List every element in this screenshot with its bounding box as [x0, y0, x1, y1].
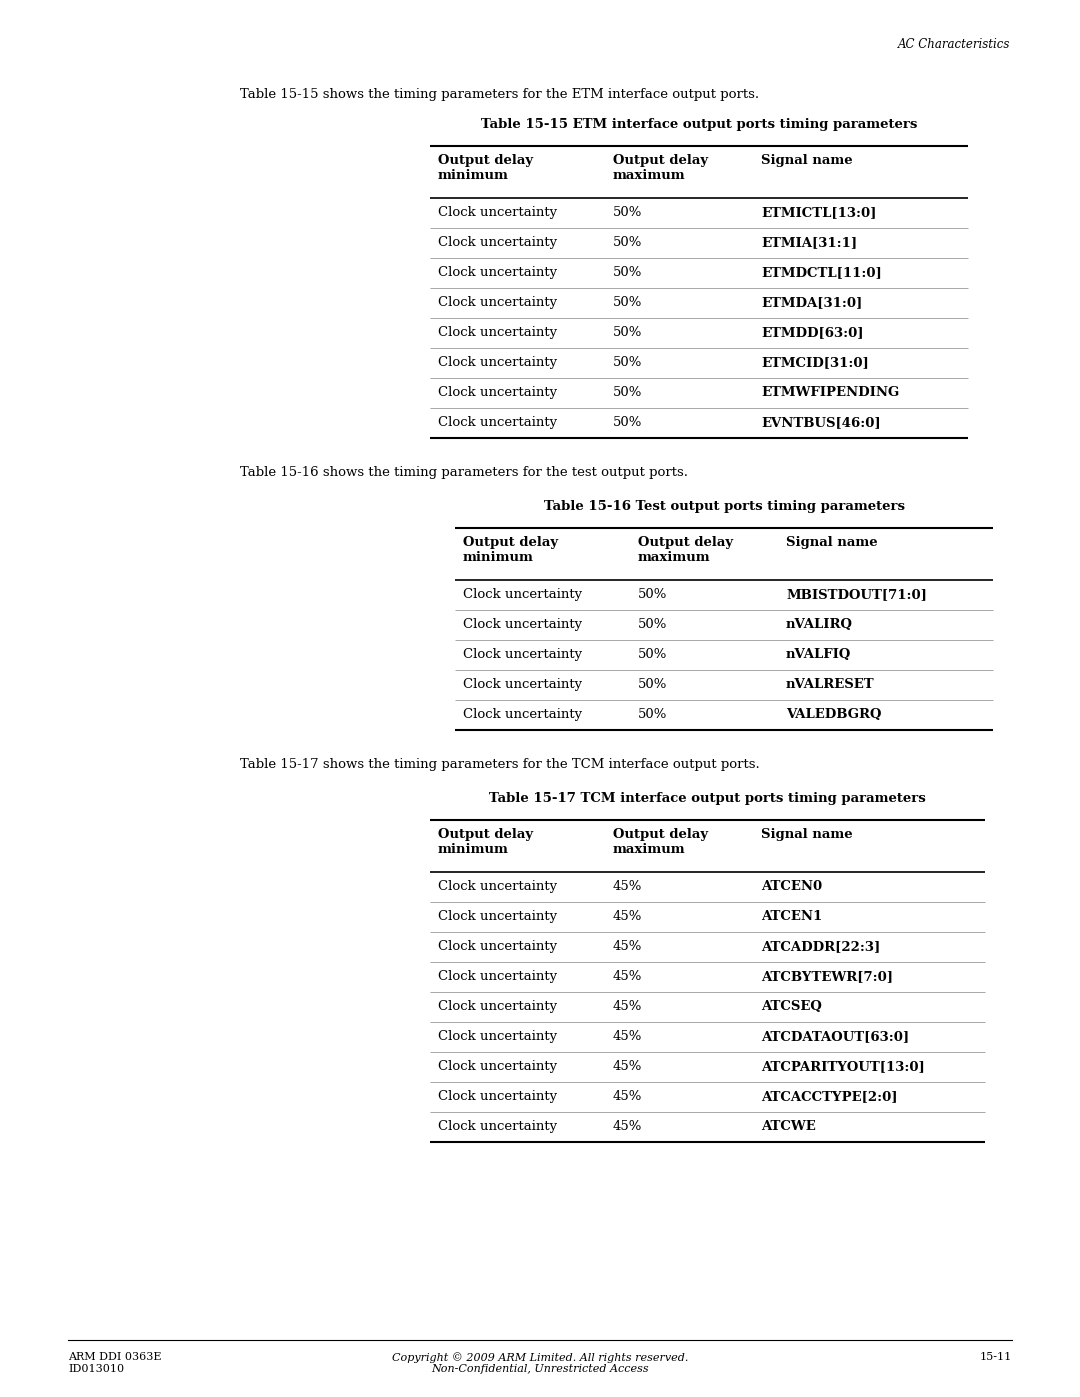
Text: 50%: 50%	[638, 678, 667, 692]
Text: AC Characteristics: AC Characteristics	[897, 38, 1010, 52]
Text: nVALFIQ: nVALFIQ	[786, 648, 851, 661]
Text: Clock uncertainty: Clock uncertainty	[463, 648, 582, 661]
Text: Clock uncertainty: Clock uncertainty	[438, 386, 557, 400]
Text: 50%: 50%	[613, 386, 643, 400]
Text: EVNTBUS[46:0]: EVNTBUS[46:0]	[761, 416, 880, 429]
Text: ATCBYTEWR[7:0]: ATCBYTEWR[7:0]	[761, 970, 893, 983]
Text: 50%: 50%	[613, 265, 643, 279]
Text: Clock uncertainty: Clock uncertainty	[438, 356, 557, 369]
Text: Table 15-15 ETM interface output ports timing parameters: Table 15-15 ETM interface output ports t…	[481, 117, 917, 131]
Text: ETMDD[63:0]: ETMDD[63:0]	[761, 326, 864, 339]
Text: 50%: 50%	[613, 296, 643, 309]
Text: ETMIA[31:1]: ETMIA[31:1]	[761, 236, 858, 249]
Text: Clock uncertainty: Clock uncertainty	[438, 265, 557, 279]
Text: 50%: 50%	[613, 236, 643, 249]
Text: Clock uncertainty: Clock uncertainty	[438, 970, 557, 983]
Text: Clock uncertainty: Clock uncertainty	[438, 296, 557, 309]
Text: Output delay
minimum: Output delay minimum	[438, 828, 534, 856]
Text: Clock uncertainty: Clock uncertainty	[438, 1120, 557, 1133]
Text: ATCDATAOUT[63:0]: ATCDATAOUT[63:0]	[761, 1030, 909, 1044]
Text: Clock uncertainty: Clock uncertainty	[438, 909, 557, 923]
Text: Clock uncertainty: Clock uncertainty	[438, 205, 557, 219]
Text: Clock uncertainty: Clock uncertainty	[438, 1000, 557, 1013]
Text: 50%: 50%	[613, 416, 643, 429]
Text: ETMDCTL[11:0]: ETMDCTL[11:0]	[761, 265, 881, 279]
Text: ATCEN0: ATCEN0	[761, 880, 822, 893]
Text: 50%: 50%	[613, 356, 643, 369]
Text: Signal name: Signal name	[761, 828, 852, 841]
Text: 45%: 45%	[613, 1030, 643, 1044]
Text: 50%: 50%	[613, 205, 643, 219]
Text: 50%: 50%	[638, 648, 667, 661]
Text: ETMWFIPENDING: ETMWFIPENDING	[761, 386, 900, 400]
Text: Clock uncertainty: Clock uncertainty	[438, 416, 557, 429]
Text: Clock uncertainty: Clock uncertainty	[438, 1090, 557, 1104]
Text: Clock uncertainty: Clock uncertainty	[463, 678, 582, 692]
Text: 45%: 45%	[613, 1060, 643, 1073]
Text: 15-11: 15-11	[980, 1352, 1012, 1362]
Text: 45%: 45%	[613, 970, 643, 983]
Text: ETMCID[31:0]: ETMCID[31:0]	[761, 356, 868, 369]
Text: Copyright © 2009 ARM Limited. All rights reserved.
Non-Confidential, Unrestricte: Copyright © 2009 ARM Limited. All rights…	[392, 1352, 688, 1375]
Text: Clock uncertainty: Clock uncertainty	[438, 1030, 557, 1044]
Text: ATCSEQ: ATCSEQ	[761, 1000, 822, 1013]
Text: Clock uncertainty: Clock uncertainty	[438, 1060, 557, 1073]
Text: Signal name: Signal name	[786, 536, 878, 549]
Text: Output delay
minimum: Output delay minimum	[463, 536, 558, 564]
Text: Clock uncertainty: Clock uncertainty	[438, 880, 557, 893]
Text: 50%: 50%	[613, 326, 643, 339]
Text: ARM DDI 0363E
ID013010: ARM DDI 0363E ID013010	[68, 1352, 162, 1373]
Text: Clock uncertainty: Clock uncertainty	[438, 326, 557, 339]
Text: 45%: 45%	[613, 880, 643, 893]
Text: Output delay
maximum: Output delay maximum	[613, 154, 708, 182]
Text: Clock uncertainty: Clock uncertainty	[463, 617, 582, 631]
Text: Table 15-15 shows the timing parameters for the ETM interface output ports.: Table 15-15 shows the timing parameters …	[240, 88, 759, 101]
Text: nVALRESET: nVALRESET	[786, 678, 875, 692]
Text: 45%: 45%	[613, 1000, 643, 1013]
Text: 45%: 45%	[613, 1090, 643, 1104]
Text: VALEDBGRQ: VALEDBGRQ	[786, 708, 881, 721]
Text: ATCEN1: ATCEN1	[761, 909, 822, 923]
Text: ATCPARITYOUT[13:0]: ATCPARITYOUT[13:0]	[761, 1060, 924, 1073]
Text: Output delay
maximum: Output delay maximum	[613, 828, 708, 856]
Text: ATCADDR[22:3]: ATCADDR[22:3]	[761, 940, 880, 953]
Text: Table 15-17 shows the timing parameters for the TCM interface output ports.: Table 15-17 shows the timing parameters …	[240, 759, 759, 771]
Text: Table 15-16 shows the timing parameters for the test output ports.: Table 15-16 shows the timing parameters …	[240, 467, 688, 479]
Text: 45%: 45%	[613, 909, 643, 923]
Text: 50%: 50%	[638, 588, 667, 601]
Text: Output delay
maximum: Output delay maximum	[638, 536, 733, 564]
Text: Clock uncertainty: Clock uncertainty	[438, 236, 557, 249]
Text: Clock uncertainty: Clock uncertainty	[463, 588, 582, 601]
Text: MBISTDOUT[71:0]: MBISTDOUT[71:0]	[786, 588, 927, 601]
Text: Clock uncertainty: Clock uncertainty	[438, 940, 557, 953]
Text: 50%: 50%	[638, 617, 667, 631]
Text: Table 15-17 TCM interface output ports timing parameters: Table 15-17 TCM interface output ports t…	[489, 792, 926, 805]
Text: ETMICTL[13:0]: ETMICTL[13:0]	[761, 205, 876, 219]
Text: Signal name: Signal name	[761, 154, 852, 168]
Text: 45%: 45%	[613, 940, 643, 953]
Text: ETMDA[31:0]: ETMDA[31:0]	[761, 296, 862, 309]
Text: ATCWE: ATCWE	[761, 1120, 815, 1133]
Text: Clock uncertainty: Clock uncertainty	[463, 708, 582, 721]
Text: Output delay
minimum: Output delay minimum	[438, 154, 534, 182]
Text: ATCACCTYPE[2:0]: ATCACCTYPE[2:0]	[761, 1090, 897, 1104]
Text: 45%: 45%	[613, 1120, 643, 1133]
Text: nVALIRQ: nVALIRQ	[786, 617, 853, 631]
Text: 50%: 50%	[638, 708, 667, 721]
Text: Table 15-16 Test output ports timing parameters: Table 15-16 Test output ports timing par…	[543, 500, 905, 513]
